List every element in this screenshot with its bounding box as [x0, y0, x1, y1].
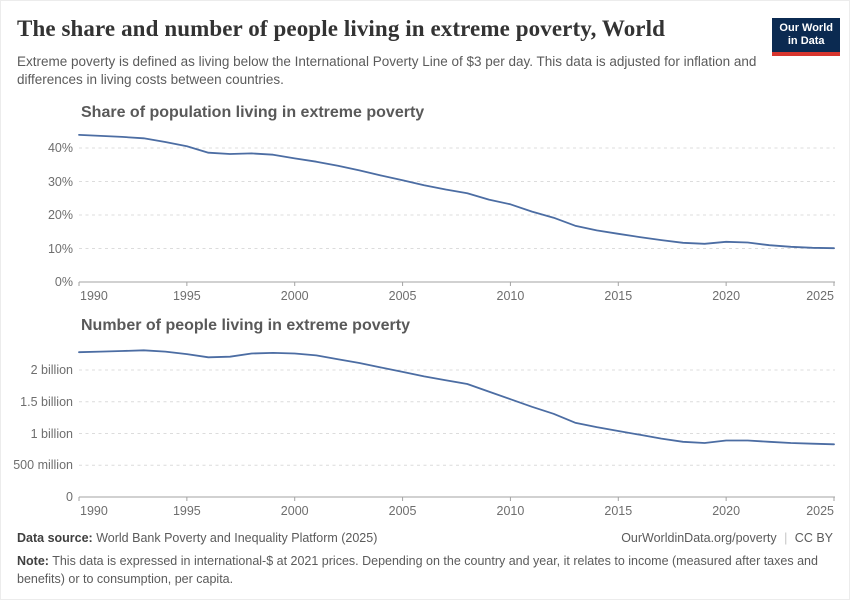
attribution-link[interactable]: OurWorldinData.org/poverty — [621, 531, 777, 545]
x-tick-label: 2010 — [496, 289, 525, 303]
note-label: Note: — [17, 554, 49, 568]
y-tick-label: 1 billion — [30, 426, 73, 441]
chart-subtitle: Extreme poverty is defined as living bel… — [17, 54, 757, 87]
y-tick-label: 20% — [47, 208, 73, 222]
x-tick-label: 1990 — [80, 289, 108, 303]
x-tick-label: 2020 — [712, 289, 741, 303]
owid-logo-line2: in Data — [787, 35, 825, 47]
x-tick-label: 2000 — [280, 504, 309, 518]
data-source-label: Data source: — [17, 531, 93, 545]
y-tick-label: 40% — [47, 141, 73, 155]
owid-logo[interactable]: Our World in Data — [772, 18, 840, 56]
attribution-separator: | — [784, 531, 788, 545]
y-tick-label: 10% — [47, 241, 73, 256]
x-tick-label: 1995 — [172, 289, 201, 303]
footer-source-row: Data source: World Bank Poverty and Ineq… — [17, 531, 833, 545]
x-tick-label: 2010 — [496, 504, 525, 518]
share-line-world[interactable] — [78, 133, 835, 250]
y-tick-label: 1.5 billion — [20, 394, 73, 409]
data-source-text: World Bank Poverty and Inequality Platfo… — [96, 531, 378, 545]
x-tick-label: 2000 — [280, 289, 309, 303]
owid-logo-line1: Our World — [779, 22, 833, 34]
footer-note: Note: This data is expressed in internat… — [17, 552, 837, 588]
x-tick-label: 1995 — [172, 504, 201, 518]
number-line-world[interactable] — [78, 349, 835, 446]
y-tick-label: 0 — [66, 490, 73, 504]
x-tick-label: 2025 — [806, 289, 834, 303]
license-badge: CC BY — [794, 531, 833, 545]
note-text: This data is expressed in international-… — [17, 554, 818, 586]
section-title-share: Share of population living in extreme po… — [81, 104, 425, 121]
x-tick-label: 2005 — [388, 504, 417, 518]
y-tick-label: 500 million — [13, 458, 73, 473]
y-tick-label: 0% — [54, 275, 73, 289]
x-tick-label: 2005 — [388, 289, 417, 303]
x-tick-label: 2025 — [806, 504, 834, 518]
x-tick-label: 2015 — [604, 504, 633, 518]
x-tick-label: 1990 — [80, 504, 108, 518]
y-tick-label: 2 billion — [30, 363, 73, 377]
section-title-number: Number of people living in extreme pover… — [81, 317, 410, 334]
y-tick-label: 30% — [47, 174, 73, 189]
page-title: The share and number of people living in… — [17, 16, 665, 41]
data-source: Data source: World Bank Poverty and Ineq… — [17, 531, 377, 545]
x-tick-label: 2015 — [604, 289, 633, 303]
attribution: OurWorldinData.org/poverty | CC BY — [621, 531, 833, 545]
x-tick-label: 2020 — [712, 504, 741, 518]
